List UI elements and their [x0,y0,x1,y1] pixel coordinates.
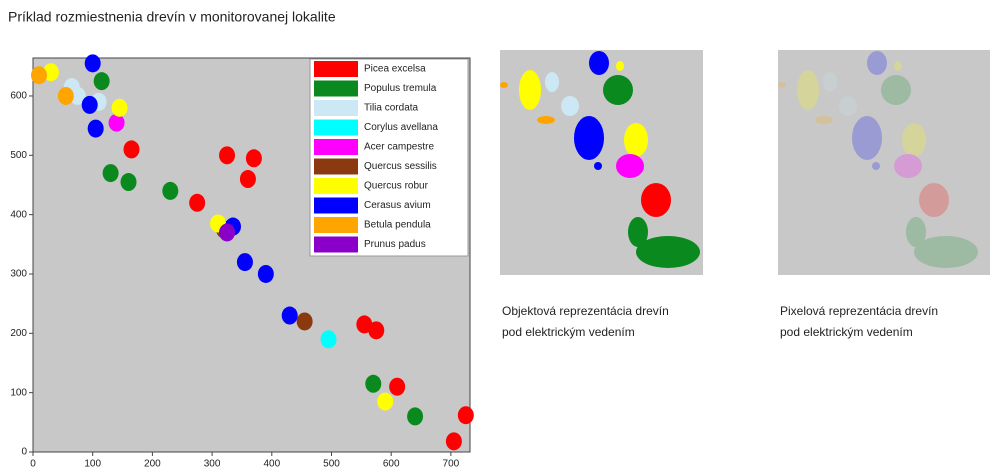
y-tick-label: 400 [10,209,27,220]
tree [189,194,205,212]
y-tick-label: 300 [10,269,27,280]
caption: pod elektrickým vedením [780,325,913,339]
figure: Príklad rozmiestnenia drevín v monitorov… [0,0,994,470]
legend-swatch [314,198,358,214]
chart-title: Príklad rozmiestnenia drevín v monitorov… [8,9,336,25]
legend-label: Quercus robur [364,181,429,192]
x-tick-label: 700 [443,459,460,470]
legend-swatch [314,61,358,77]
y-tick-label: 500 [10,150,27,161]
tree [246,149,262,167]
tree [82,96,98,114]
legend-label: Corylus avellana [364,122,438,133]
tree [112,99,128,117]
tree [121,173,137,191]
tree [282,307,298,325]
tree [219,146,235,164]
legend-label: Tilia cordata [364,103,419,114]
legend-swatch [314,159,358,175]
caption: pod elektrickým vedením [502,325,635,339]
legend-label: Prunus padus [364,239,426,250]
caption: Pixelová reprezentácia drevín [780,304,938,318]
legend-swatch [314,139,358,155]
y-tick-label: 0 [21,447,27,458]
page: {"chart_data": {"type": "scatter", "titl… [0,0,994,475]
tree [240,170,256,188]
tree [321,330,337,348]
tree [377,393,393,411]
y-tick-label: 200 [10,328,27,339]
x-tick-label: 200 [144,459,161,470]
tree [58,87,74,105]
tree [31,66,47,84]
x-tick-label: 100 [84,459,101,470]
caption: Objektová reprezentácia drevín [502,304,669,318]
tree [407,407,423,425]
tree [85,54,101,72]
y-tick-label: 100 [10,387,27,398]
tree [88,120,104,138]
legend-label: Populus tremula [364,83,437,94]
tree [237,253,253,271]
legend-swatch [314,178,358,194]
tree [297,312,313,330]
legend-swatch [314,100,358,116]
legend-label: Quercus sessilis [364,161,437,172]
legend-label: Picea excelsa [364,64,426,75]
tree [103,164,119,182]
tree [109,114,125,132]
legend-swatch [314,120,358,136]
x-tick-label: 0 [30,459,36,470]
legend-label: Acer campestre [364,142,434,153]
tree [389,378,405,396]
tree [94,72,110,90]
tree [368,321,384,339]
legend-swatch [314,217,358,233]
tree [124,140,140,158]
tree [458,406,474,424]
x-tick-label: 400 [263,459,280,470]
legend-label: Cerasus avium [364,200,431,211]
tree [446,432,462,450]
tree [162,182,178,200]
x-tick-label: 300 [204,459,221,470]
tree [219,223,235,241]
legend-swatch [314,237,358,253]
y-tick-label: 600 [10,91,27,102]
legend-label: Betula pendula [364,220,431,231]
tree [258,265,274,283]
legend-swatch [314,81,358,97]
x-tick-label: 500 [323,459,340,470]
tree [365,375,381,393]
x-tick-label: 600 [383,459,400,470]
